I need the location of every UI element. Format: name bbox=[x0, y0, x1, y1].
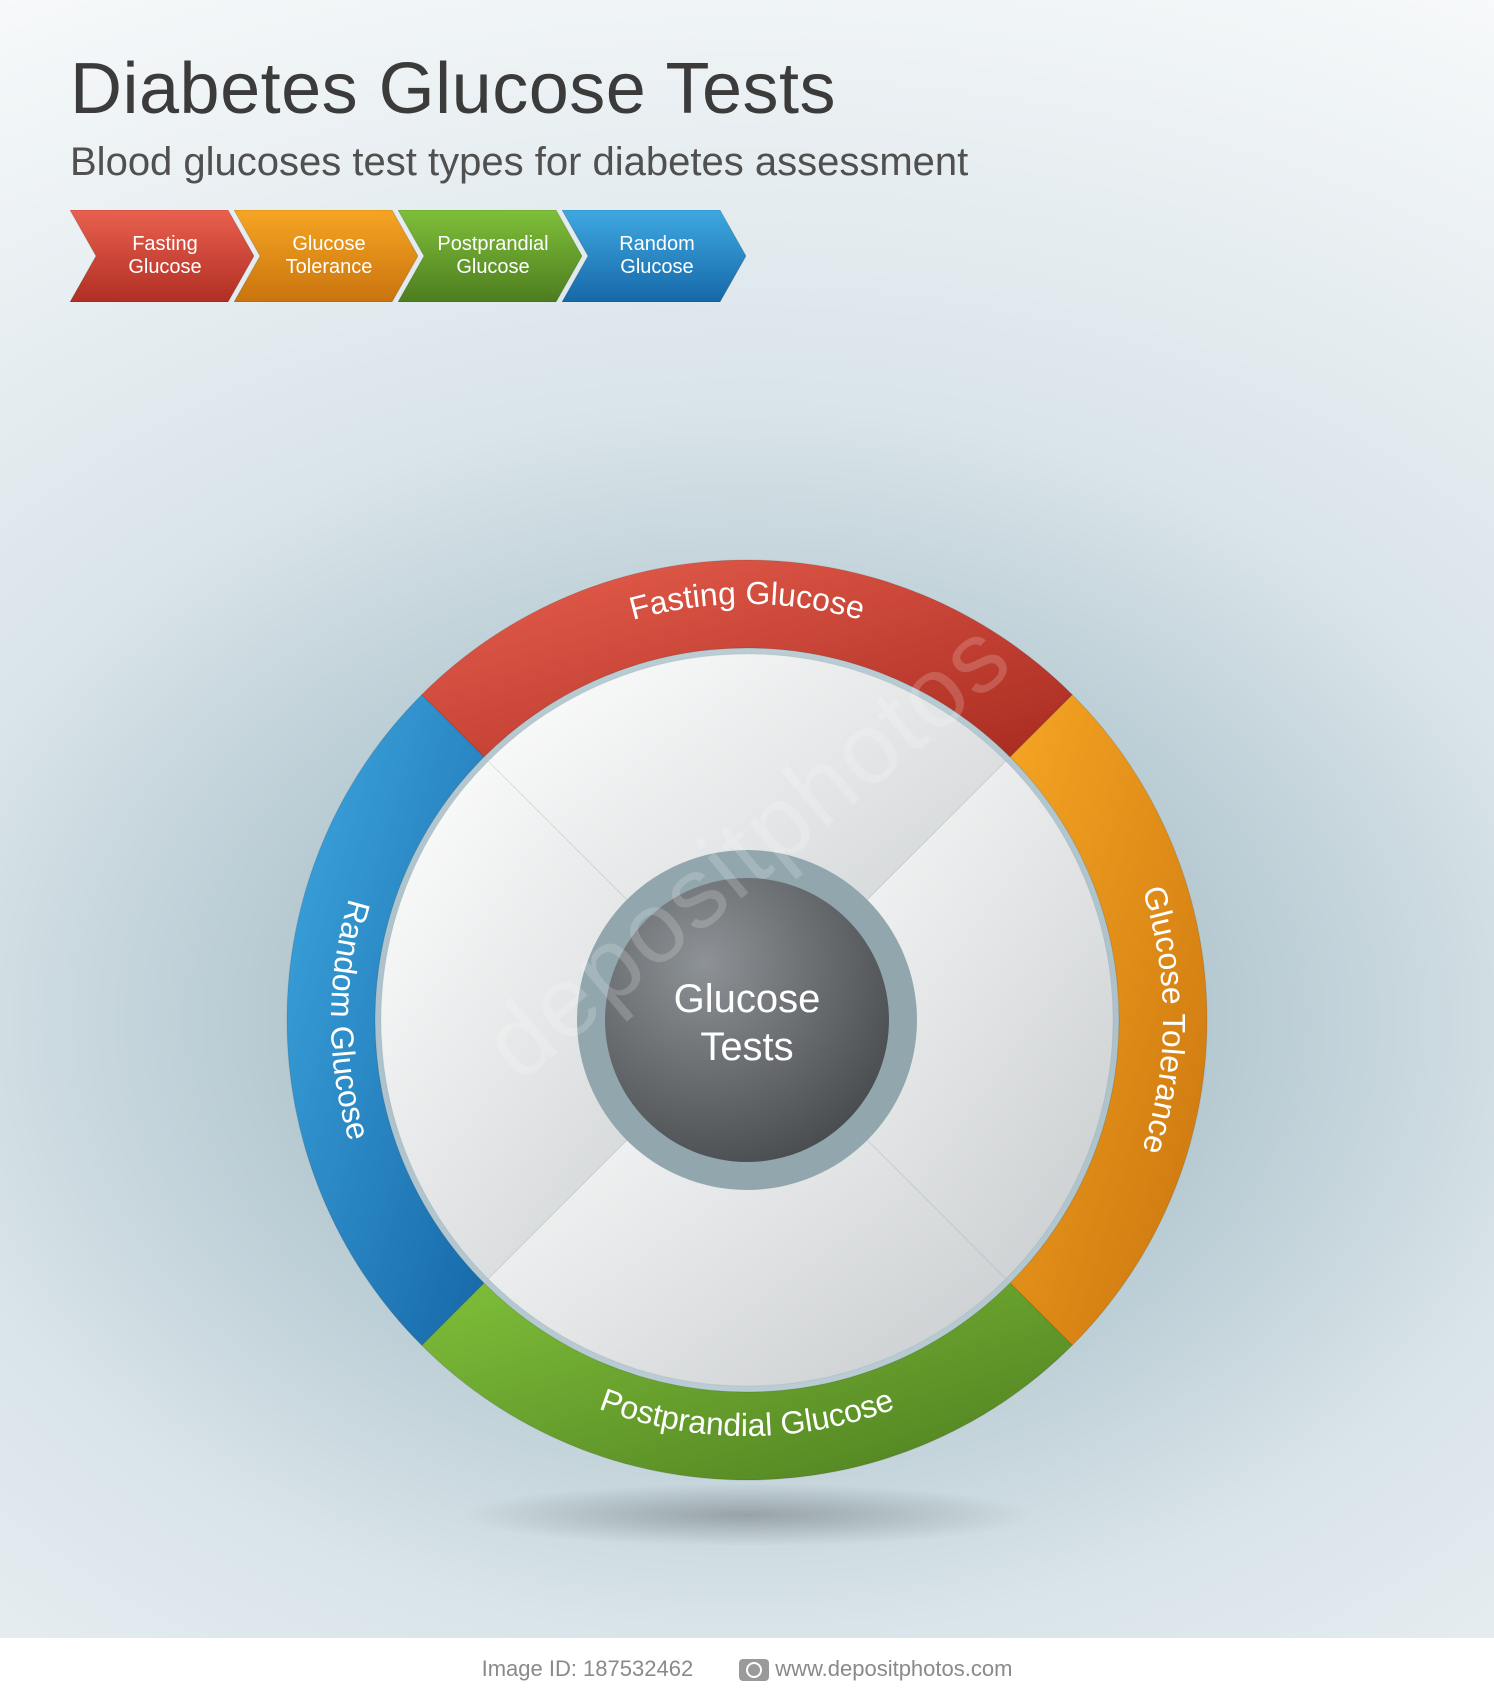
watermark-footer: Image ID: 187532462 www.depositphotos.co… bbox=[0, 1638, 1494, 1700]
wheel-center-label: Tests bbox=[700, 1025, 793, 1069]
wheel-center-label: Glucose bbox=[674, 977, 821, 1021]
arrow-step-label: Random Glucose bbox=[589, 233, 719, 279]
watermark-image-id: Image ID: 187532462 bbox=[482, 1656, 694, 1682]
arrow-step: Postprandial Glucose bbox=[398, 210, 582, 302]
wheel-diagram: Fasting GlucoseGlucose TolerancePostpran… bbox=[267, 540, 1227, 1500]
arrow-step-label: Postprandial Glucose bbox=[407, 233, 572, 279]
arrow-step: Fasting Glucose bbox=[70, 210, 254, 302]
infographic-canvas: Diabetes Glucose Tests Blood glucoses te… bbox=[0, 0, 1494, 1700]
watermark-site-text: www.depositphotos.com bbox=[775, 1656, 1012, 1681]
page-title: Diabetes Glucose Tests bbox=[70, 48, 836, 130]
page-subtitle: Blood glucoses test types for diabetes a… bbox=[70, 140, 968, 185]
watermark-site: www.depositphotos.com bbox=[739, 1656, 1012, 1682]
arrow-step-label: Fasting Glucose bbox=[98, 233, 225, 279]
arrow-step-label: Glucose Tolerance bbox=[256, 233, 397, 279]
camera-icon bbox=[739, 1659, 769, 1681]
arrow-step: Random Glucose bbox=[562, 210, 746, 302]
arrow-process-strip: Fasting Glucose Glucose TolerancePostpran… bbox=[70, 210, 726, 302]
arrow-step: Glucose Tolerance bbox=[234, 210, 418, 302]
